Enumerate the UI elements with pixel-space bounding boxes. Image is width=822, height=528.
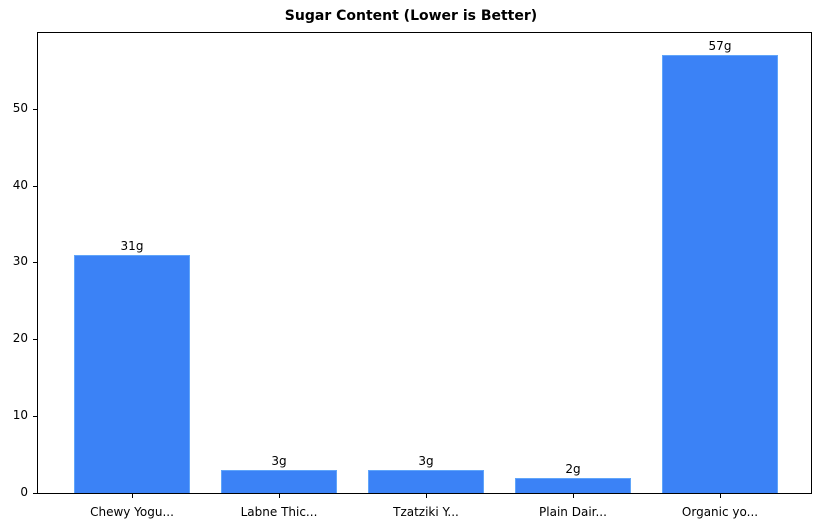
bar-value-label: 3g bbox=[418, 453, 434, 468]
y-tick bbox=[33, 262, 38, 264]
bar-value-label: 2g bbox=[565, 461, 581, 476]
x-tick bbox=[573, 493, 574, 498]
x-tick-label: Tzatziki Y... bbox=[393, 505, 459, 519]
plot-area: 0 10 20 30 40 50 31g Chewy Yogu... 3g Labne Thic.… bbox=[13, 32, 812, 519]
y-tick bbox=[33, 339, 38, 341]
y-tick bbox=[33, 108, 38, 110]
y-tick-label: 10 bbox=[12, 408, 28, 423]
y-tick-label: 50 bbox=[12, 100, 28, 115]
x-tick-label: Organic yo... bbox=[681, 505, 759, 519]
x-tick-label: Chewy Yogu... bbox=[90, 505, 174, 519]
x-tick-label: Plain Dair... bbox=[539, 505, 607, 519]
bar-value-label: 31g bbox=[120, 238, 144, 253]
y-tick-label: 20 bbox=[12, 331, 28, 346]
bar bbox=[515, 477, 631, 493]
x-tick bbox=[720, 493, 721, 498]
x-tick bbox=[426, 493, 427, 498]
bar bbox=[74, 254, 190, 493]
x-tick bbox=[279, 493, 280, 498]
y-tick-label: 30 bbox=[12, 254, 28, 269]
bar bbox=[662, 54, 778, 493]
bar bbox=[221, 469, 337, 493]
x-tick bbox=[132, 493, 133, 498]
chart-title: Sugar Content (Lower is Better) bbox=[284, 8, 538, 24]
y-tick bbox=[33, 416, 38, 418]
bar bbox=[368, 469, 484, 493]
y-tick bbox=[33, 493, 38, 494]
y-tick-label: 0 bbox=[20, 485, 28, 499]
bar-value-label: 3g bbox=[271, 453, 287, 468]
x-tick-label: Labne Thic... bbox=[240, 505, 318, 519]
y-tick bbox=[33, 185, 38, 187]
bar-value-label: 57g bbox=[708, 38, 732, 53]
y-tick-label: 40 bbox=[12, 177, 28, 192]
